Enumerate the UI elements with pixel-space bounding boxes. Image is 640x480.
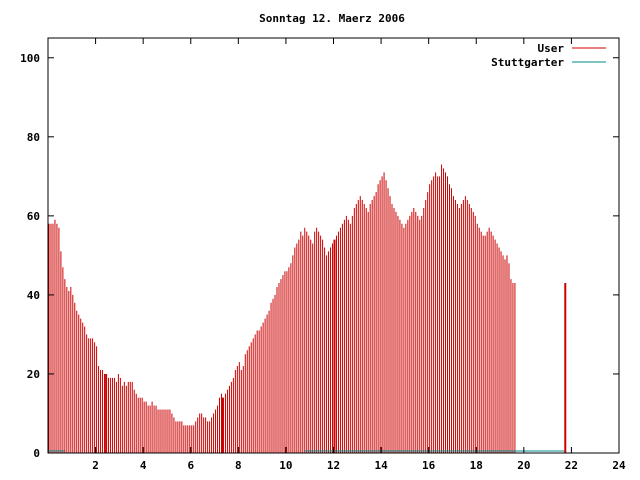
- x-tick-label: 4: [140, 459, 147, 472]
- y-tick-label: 80: [27, 131, 40, 144]
- legend-label-user: User: [538, 42, 565, 55]
- legend-label-stuttgarter: Stuttgarter: [491, 56, 564, 69]
- x-tick-label: 18: [470, 459, 483, 472]
- plot-area: [48, 164, 567, 453]
- x-tick-label: 12: [327, 459, 340, 472]
- y-tick-label: 0: [33, 447, 40, 460]
- x-tick-label: 10: [279, 459, 292, 472]
- y-tick-label: 40: [27, 289, 40, 302]
- x-tick-label: 8: [235, 459, 242, 472]
- x-tick-label: 6: [187, 459, 194, 472]
- x-tick-label: 2: [92, 459, 99, 472]
- x-tick-label: 14: [374, 459, 388, 472]
- y-tick-label: 20: [27, 368, 40, 381]
- x-tick-label: 20: [517, 459, 530, 472]
- x-tick-label: 16: [422, 459, 436, 472]
- y-tick-label: 60: [27, 210, 40, 223]
- y-tick-label: 100: [20, 52, 40, 65]
- x-tick-label: 22: [565, 459, 578, 472]
- chart-title: Sonntag 12. Maerz 2006: [259, 12, 405, 25]
- x-tick-label: 24: [612, 459, 626, 472]
- legend: User Stuttgarter: [491, 42, 606, 69]
